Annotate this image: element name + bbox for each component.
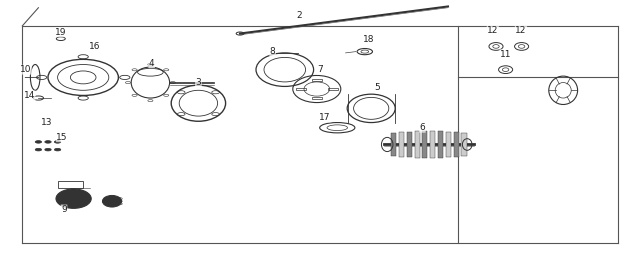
Text: 17: 17 xyxy=(319,113,331,122)
Circle shape xyxy=(45,148,51,151)
Text: 10: 10 xyxy=(20,65,31,74)
Text: 16: 16 xyxy=(89,42,100,51)
FancyBboxPatch shape xyxy=(422,131,428,158)
Text: 13: 13 xyxy=(41,118,52,127)
FancyBboxPatch shape xyxy=(446,132,451,157)
Ellipse shape xyxy=(102,196,122,207)
Text: 14: 14 xyxy=(24,91,35,100)
FancyBboxPatch shape xyxy=(399,132,404,157)
Ellipse shape xyxy=(56,189,92,208)
Text: 9: 9 xyxy=(61,205,67,214)
FancyBboxPatch shape xyxy=(430,131,435,158)
Text: 3: 3 xyxy=(196,78,201,87)
Text: 5: 5 xyxy=(375,83,380,92)
Text: 18: 18 xyxy=(363,35,374,44)
Text: 19: 19 xyxy=(55,28,67,37)
Circle shape xyxy=(35,148,42,151)
Text: 12: 12 xyxy=(515,27,527,35)
FancyBboxPatch shape xyxy=(391,133,396,156)
Circle shape xyxy=(54,148,61,151)
FancyBboxPatch shape xyxy=(415,131,420,158)
Circle shape xyxy=(54,141,61,143)
Text: 8: 8 xyxy=(270,47,275,56)
Text: 6: 6 xyxy=(420,123,425,132)
Text: 12: 12 xyxy=(487,27,499,35)
Circle shape xyxy=(35,141,42,143)
FancyBboxPatch shape xyxy=(454,132,459,157)
FancyBboxPatch shape xyxy=(438,131,443,158)
Text: 4: 4 xyxy=(149,59,154,68)
Text: 15: 15 xyxy=(56,133,68,142)
FancyBboxPatch shape xyxy=(461,133,467,156)
Text: 2: 2 xyxy=(296,11,301,20)
Text: 7: 7 xyxy=(317,65,323,74)
FancyBboxPatch shape xyxy=(406,132,412,157)
Text: 11: 11 xyxy=(500,50,511,59)
Circle shape xyxy=(45,141,51,143)
